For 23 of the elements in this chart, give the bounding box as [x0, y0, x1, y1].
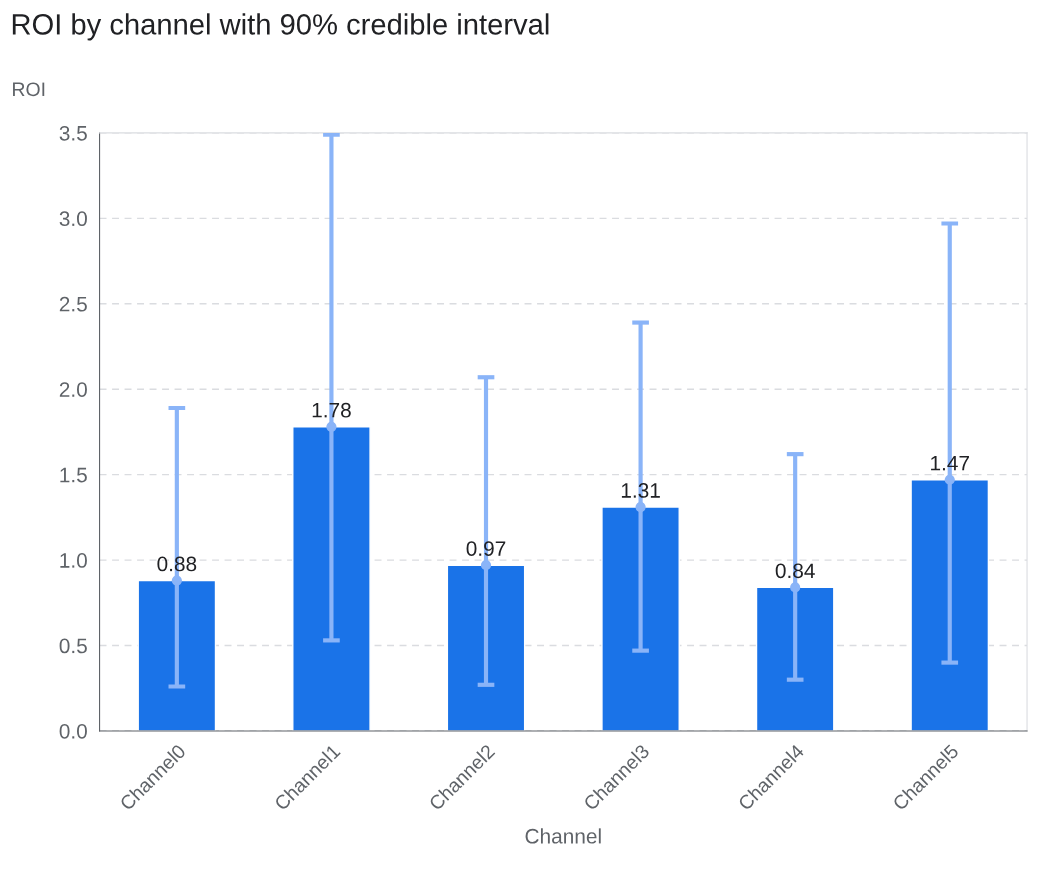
point — [944, 474, 955, 485]
y-tick-label: 3.0 — [59, 211, 87, 227]
x-axis-title: Channel — [525, 828, 601, 844]
point — [326, 421, 337, 432]
point — [635, 502, 646, 513]
point — [790, 582, 801, 593]
point — [480, 560, 492, 571]
data-label: 0.84 — [775, 563, 815, 579]
y-tick-label: 3.5 — [59, 125, 87, 141]
y-tick-label: 2.5 — [59, 296, 87, 312]
data-label: 1.31 — [621, 483, 660, 498]
y-tick-label: 0.0 — [59, 723, 87, 739]
y-tick-label: 1.5 — [60, 467, 87, 483]
data-label: 1.78 — [312, 402, 351, 418]
data-label: 1.47 — [931, 455, 969, 471]
data-label: 0.88 — [157, 556, 197, 572]
y-tick-label: 0.5 — [59, 638, 87, 654]
chart-title: ROI by channel with 90% credible interval — [12, 13, 549, 41]
point — [171, 575, 182, 586]
y-axis-title: ROI — [13, 82, 45, 97]
y-tick-label: 2.0 — [59, 382, 87, 397]
data-label: 0.97 — [466, 541, 506, 556]
y-tick-label: 1.0 — [60, 553, 87, 568]
